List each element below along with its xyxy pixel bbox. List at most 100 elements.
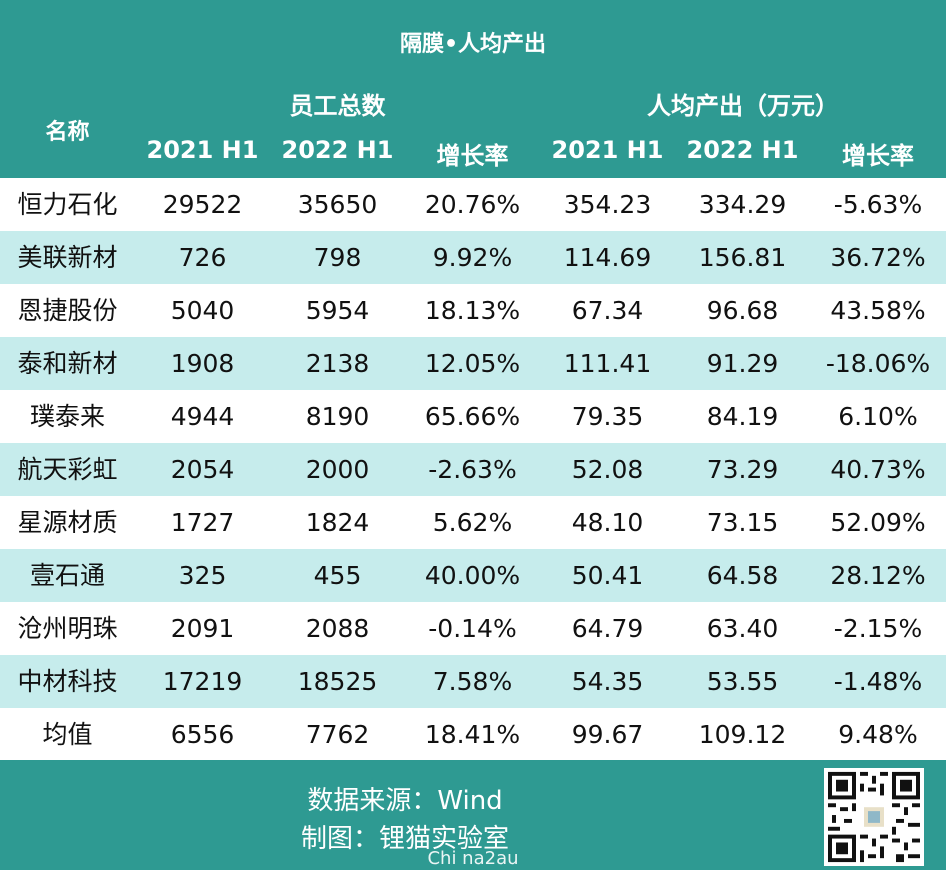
table-cell: 798 [313, 243, 362, 272]
table-row: 均值 6556 7762 18.41% 99.67 109.12 9.48% [0, 708, 946, 761]
table-cell: 52.08 [571, 455, 644, 484]
source-note: 数据来源：Wind [307, 786, 503, 816]
table-cell: 40.73% [830, 455, 926, 484]
table-cell: 20.76% [424, 190, 521, 219]
table-cell: 35650 [297, 190, 378, 219]
row-name-cell: 壹石通 [29, 561, 105, 590]
table-cell: 6556 [170, 720, 235, 749]
table-cell: 6.10% [838, 402, 918, 431]
table-cell: 2088 [305, 614, 370, 643]
table-cell: 99.67 [571, 720, 644, 749]
table-row: 恒力石化 29522 35650 20.76% 354.23 334.29 -5.63% [0, 178, 946, 231]
row-name-cell: 航天彩虹 [17, 455, 118, 484]
table-cell: 5954 [305, 296, 370, 325]
table-cell: 334.29 [698, 190, 787, 219]
table-cell: 79.35 [571, 402, 644, 431]
table-row: 中材科技 17219 18525 7.58% 54.35 53.55 -1.48% [0, 655, 946, 708]
column-header: 2022 H1 [686, 136, 799, 164]
table-cell: 156.81 [698, 243, 787, 272]
table-cell: 111.41 [563, 349, 652, 378]
table-row: 恩捷股份 5040 5954 18.13% 67.34 96.68 43.58% [0, 284, 946, 337]
table-row: 璞泰来 4944 8190 65.66% 79.35 84.19 6.10% [0, 390, 946, 443]
employee-group-header: 员工总数 [289, 92, 386, 120]
table-cell: 96.68 [706, 296, 779, 325]
table-cell: 9.92% [432, 243, 513, 272]
table-cell: 354.23 [563, 190, 652, 219]
table-cell: 48.10 [571, 508, 644, 537]
column-header: 增长率 [436, 142, 509, 170]
table-cell: 28.12% [830, 561, 926, 590]
column-header: 2021 H1 [551, 136, 664, 164]
table-cell: 63.40 [706, 614, 779, 643]
table-cell: 50.41 [571, 561, 644, 590]
table-cell: -2.63% [428, 455, 517, 484]
row-name-cell: 泰和新材 [17, 349, 118, 378]
table-cell: 1908 [170, 349, 235, 378]
table-cell: 40.00% [424, 561, 521, 590]
table-cell: 53.55 [706, 667, 779, 696]
table-cell: 52.09% [830, 508, 926, 537]
table-header: 隔膜•人均产出 名称 员工总数 人均产出（万元） 2021 H1 2022 H1… [0, 0, 946, 178]
row-name-cell: 沧州明珠 [17, 614, 118, 643]
table-row: 壹石通 325 455 40.00% 50.41 64.58 28.12% [0, 549, 946, 602]
table-cell: 325 [178, 561, 227, 590]
table-cell: 2054 [170, 455, 235, 484]
table-cell: 7762 [305, 720, 370, 749]
table-row: 美联新材 726 798 9.92% 114.69 156.81 36.72% [0, 231, 946, 284]
row-name-cell: 均值 [42, 720, 93, 749]
table-cell: 54.35 [571, 667, 644, 696]
row-name-cell: 星源材质 [17, 508, 118, 537]
column-header: 2022 H1 [281, 136, 394, 164]
table-cell: 36.72% [830, 243, 926, 272]
table-cell: 4944 [170, 402, 235, 431]
column-header: 增长率 [842, 142, 914, 170]
table-cell: 1727 [170, 508, 235, 537]
table-cell: 18.41% [424, 720, 521, 749]
column-header: 2021 H1 [146, 136, 259, 164]
row-name-cell: 中材科技 [17, 667, 118, 696]
table-cell: 2000 [305, 455, 370, 484]
table-cell: 8190 [305, 402, 370, 431]
output-group-header: 人均产出（万元） [647, 92, 839, 120]
table-cell: 5040 [170, 296, 235, 325]
table-row: 星源材质 1727 1824 5.62% 48.10 73.15 52.09% [0, 496, 946, 549]
table-cell: 84.19 [706, 402, 779, 431]
row-name-cell: 美联新材 [17, 243, 118, 272]
table-cell: 73.29 [706, 455, 779, 484]
table-row: 沧州明珠 2091 2088 -0.14% 64.79 63.40 -2.15% [0, 602, 946, 655]
table-cell: 109.12 [698, 720, 787, 749]
table-cell: 91.29 [706, 349, 779, 378]
table-cell: 9.48% [838, 720, 918, 749]
maker-note: 制图：锂猫实验室 [300, 824, 509, 854]
table-row: 航天彩虹 2054 2000 -2.63% 52.08 73.29 40.73% [0, 443, 946, 496]
footer: 数据来源：Wind 制图：锂猫实验室 Chi na2au [0, 760, 946, 870]
table-cell: 2091 [170, 614, 235, 643]
table-cell: 64.79 [571, 614, 644, 643]
table-cell: 114.69 [563, 243, 652, 272]
table-cell: -1.48% [833, 667, 923, 696]
table-cell: 7.58% [432, 667, 513, 696]
watermark: Chi na2au [427, 848, 519, 869]
table-cell: -5.63% [833, 190, 923, 219]
table-cell: 1824 [305, 508, 370, 537]
qr-code-icon [824, 768, 924, 866]
table-cell: 455 [313, 561, 362, 590]
table-cell: -18.06% [825, 349, 931, 378]
table-cell: 65.66% [424, 402, 521, 431]
table-cell: 67.34 [571, 296, 644, 325]
table-cell: 18525 [297, 667, 378, 696]
table-cell: 29522 [162, 190, 243, 219]
table-cell: -2.15% [833, 614, 923, 643]
table-cell: 17219 [162, 667, 243, 696]
name-column-header: 名称 [45, 120, 90, 145]
table-body: 恒力石化 29522 35650 20.76% 354.23 334.29 -5.63% 美联… [0, 178, 946, 761]
row-name-cell: 恒力石化 [17, 190, 118, 219]
table-cell: 726 [178, 243, 227, 272]
table-cell: 2138 [305, 349, 370, 378]
table-cell: 18.13% [424, 296, 521, 325]
table-row: 泰和新材 1908 2138 12.05% 111.41 91.29 -18.06% [0, 337, 946, 390]
table-cell: -0.14% [428, 614, 517, 643]
table-cell: 43.58% [830, 296, 926, 325]
table-cell: 64.58 [706, 561, 779, 590]
